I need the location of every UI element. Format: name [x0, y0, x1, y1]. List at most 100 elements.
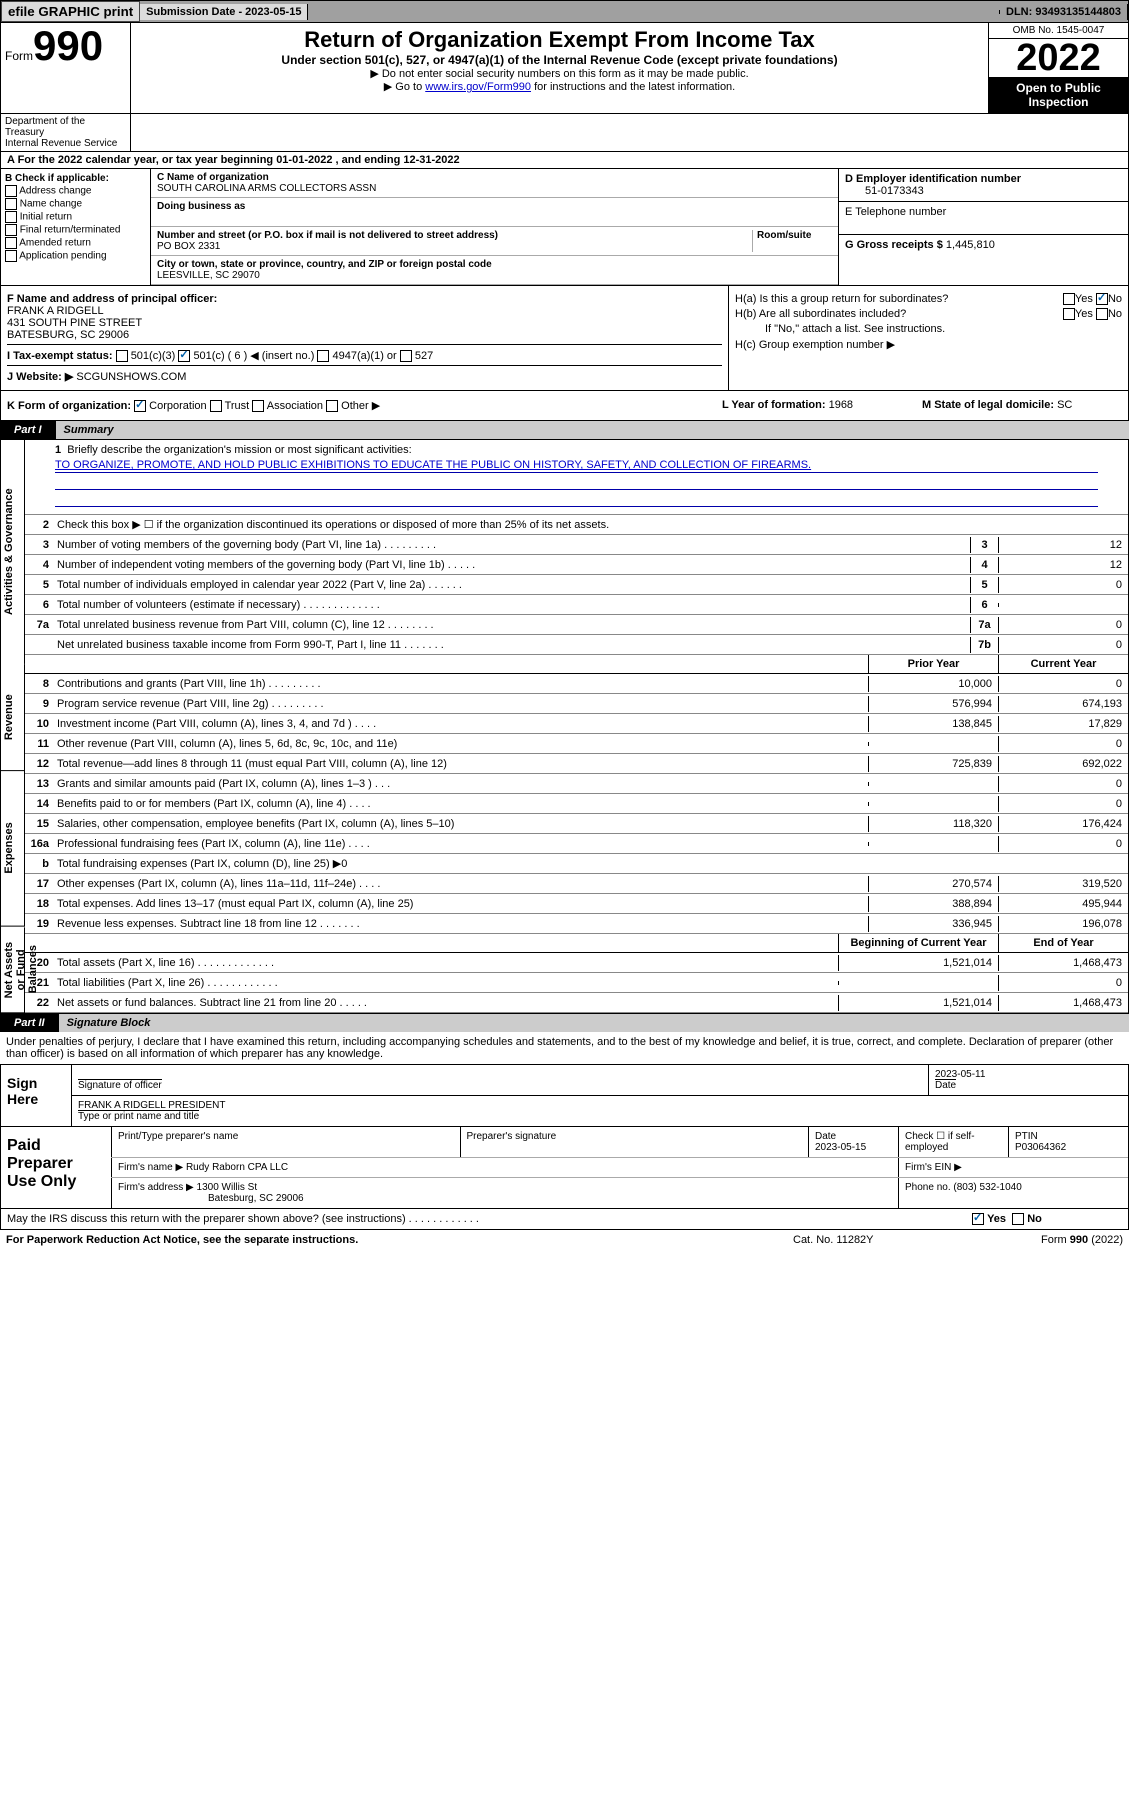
topbar-spacer	[308, 10, 1000, 14]
cb-trust[interactable]	[210, 400, 222, 412]
vtab-netassets: Net Assets or Fund Balances	[1, 927, 25, 1013]
form-title: Return of Organization Exempt From Incom…	[135, 27, 984, 53]
firm-phone-lbl: Phone no.	[905, 1182, 951, 1193]
subtitle-goto: ▶ Go to www.irs.gov/Form990 for instruct…	[135, 80, 984, 93]
sign-here-label: Sign Here	[1, 1065, 71, 1126]
firm-phone: (803) 532-1040	[953, 1182, 1021, 1193]
pt-date-lbl: Date	[815, 1131, 836, 1142]
firm-addr1: 1300 Willis St	[197, 1182, 258, 1193]
cb-other[interactable]	[326, 400, 338, 412]
pt-check-lbl: Check ☐ if self-employed	[898, 1127, 1008, 1157]
section-klm: K Form of organization: Corporation Trus…	[0, 391, 1129, 421]
cb-501c[interactable]	[178, 350, 190, 362]
paperwork-notice: For Paperwork Reduction Act Notice, see …	[6, 1234, 793, 1246]
cb-assn[interactable]	[252, 400, 264, 412]
q2-text: Check this box ▶ ☐ if the organization d…	[53, 516, 1128, 533]
mission-block: 1 Briefly describe the organization's mi…	[25, 440, 1128, 515]
hdr-beg: Beginning of Current Year	[838, 934, 998, 952]
cb-applicable[interactable]	[5, 211, 17, 223]
subtitle-ssn: ▶ Do not enter social security numbers o…	[135, 67, 984, 80]
declaration-text: Under penalties of perjury, I declare th…	[0, 1032, 1129, 1064]
firm-name-cell: Firm's name ▶ Rudy Raborn CPA LLC	[111, 1158, 898, 1177]
col-b-label: B Check if applicable:	[5, 173, 109, 184]
org-addr: PO BOX 2331	[157, 241, 220, 252]
line-a-calendar-year: A For the 2022 calendar year, or tax yea…	[0, 152, 1129, 169]
part2-header: Part II Signature Block	[0, 1014, 1129, 1032]
cb-hb-no[interactable]	[1096, 308, 1108, 320]
vtab-revenue: Revenue	[1, 664, 25, 771]
lbl-527: 527	[415, 350, 433, 362]
dba-label: Doing business as	[157, 201, 832, 212]
cb-applicable[interactable]	[5, 198, 17, 210]
cb-hb-yes[interactable]	[1063, 308, 1075, 320]
irs-link[interactable]: www.irs.gov/Form990	[425, 81, 531, 93]
cb-applicable[interactable]	[5, 250, 17, 262]
lbl-501c: 501(c) ( 6 ) ◀ (insert no.)	[193, 350, 314, 362]
org-name: SOUTH CAROLINA ARMS COLLECTORS ASSN	[157, 183, 376, 194]
form-label: Form	[5, 49, 33, 63]
firm-addr-lbl: Firm's address ▶	[118, 1182, 194, 1193]
lbl-4947: 4947(a)(1) or	[333, 350, 397, 362]
cb-discuss-yes[interactable]	[972, 1213, 984, 1225]
lbl-assn: Association	[267, 400, 323, 412]
cb-527[interactable]	[400, 350, 412, 362]
col-de: D Employer identification number51-01733…	[838, 169, 1128, 285]
addr-label: Number and street (or P.O. box if mail i…	[157, 230, 752, 241]
pt-name-lbl: Print/Type preparer's name	[111, 1127, 460, 1157]
col-c-org-info: C Name of organizationSOUTH CAROLINA ARM…	[151, 169, 838, 285]
col-b-checkboxes: B Check if applicable: Address change Na…	[1, 169, 151, 285]
ein-label: D Employer identification number	[845, 173, 1021, 185]
f-label: F Name and address of principal officer:	[7, 293, 217, 305]
firm-name-lbl: Firm's name ▶	[118, 1162, 183, 1173]
cb-applicable[interactable]	[5, 185, 17, 197]
pt-date: 2023-05-15	[815, 1142, 866, 1153]
vtab-governance: Activities & Governance	[1, 440, 25, 664]
phone-label: E Telephone number	[845, 206, 946, 218]
sign-here-table: Sign Here Signature of officer 2023-05-1…	[0, 1064, 1129, 1127]
lbl-yes2: Yes	[1075, 308, 1093, 320]
name-title-label: Type or print name and title	[78, 1110, 199, 1122]
cb-corp[interactable]	[134, 400, 146, 412]
officer-addr1: 431 SOUTH PINE STREET	[7, 317, 142, 329]
part1-tag: Part I	[0, 421, 56, 439]
cb-ha-no[interactable]	[1096, 293, 1108, 305]
ha-label: H(a) Is this a group return for subordin…	[735, 293, 948, 305]
date-label: Date	[935, 1079, 956, 1091]
gross-value: 1,445,810	[946, 239, 995, 251]
lbl-yes3: Yes	[987, 1213, 1006, 1225]
year-box: OMB No. 1545-0047 2022 Open to Public In…	[988, 23, 1128, 113]
cb-ha-yes[interactable]	[1063, 293, 1075, 305]
cb-501c3[interactable]	[116, 350, 128, 362]
org-name-label: C Name of organization	[157, 172, 832, 183]
cb-applicable[interactable]	[5, 237, 17, 249]
m-label: M State of legal domicile:	[922, 399, 1054, 411]
lbl-no2: No	[1108, 308, 1122, 320]
mission-link[interactable]: TO ORGANIZE, PROMOTE, AND HOLD PUBLIC EX…	[55, 459, 811, 471]
goto-pre: ▶ Go to	[384, 81, 425, 93]
i-label: I Tax-exempt status:	[7, 350, 113, 362]
dept-spacer	[131, 114, 1128, 151]
cb-discuss-no[interactable]	[1012, 1213, 1024, 1225]
city-label: City or town, state or province, country…	[157, 259, 832, 270]
website-value: SCGUNSHOWS.COM	[76, 371, 186, 383]
cb-applicable[interactable]	[5, 224, 17, 236]
q1-text: Briefly describe the organization's miss…	[67, 444, 411, 456]
tax-year: 2022	[989, 39, 1128, 77]
section-bcde: B Check if applicable: Address change Na…	[0, 169, 1129, 286]
footer-paperwork: For Paperwork Reduction Act Notice, see …	[0, 1230, 1129, 1250]
dept-treasury: Department of the Treasury Internal Reve…	[1, 114, 131, 151]
efile-print-button[interactable]: efile GRAPHIC print	[1, 1, 140, 22]
lbl-no3: No	[1027, 1213, 1042, 1225]
discuss-text: May the IRS discuss this return with the…	[7, 1213, 972, 1225]
cb-4947[interactable]	[317, 350, 329, 362]
l-year-formation: L Year of formation: 1968	[722, 399, 922, 412]
goto-post: for instructions and the latest informat…	[531, 81, 735, 93]
form-number-box: Form990	[1, 23, 131, 113]
name-title-cell: FRANK A RIDGELL PRESIDENTType or print n…	[71, 1096, 1128, 1126]
open-inspection: Open to Public Inspection	[989, 77, 1128, 113]
lbl-other: Other ▶	[341, 400, 380, 412]
form-year-footer: Form 990 (2022)	[973, 1234, 1123, 1246]
m-value: SC	[1057, 399, 1072, 411]
hdr-curr: Current Year	[998, 655, 1128, 673]
paid-preparer-label: Paid Preparer Use Only	[1, 1127, 111, 1208]
